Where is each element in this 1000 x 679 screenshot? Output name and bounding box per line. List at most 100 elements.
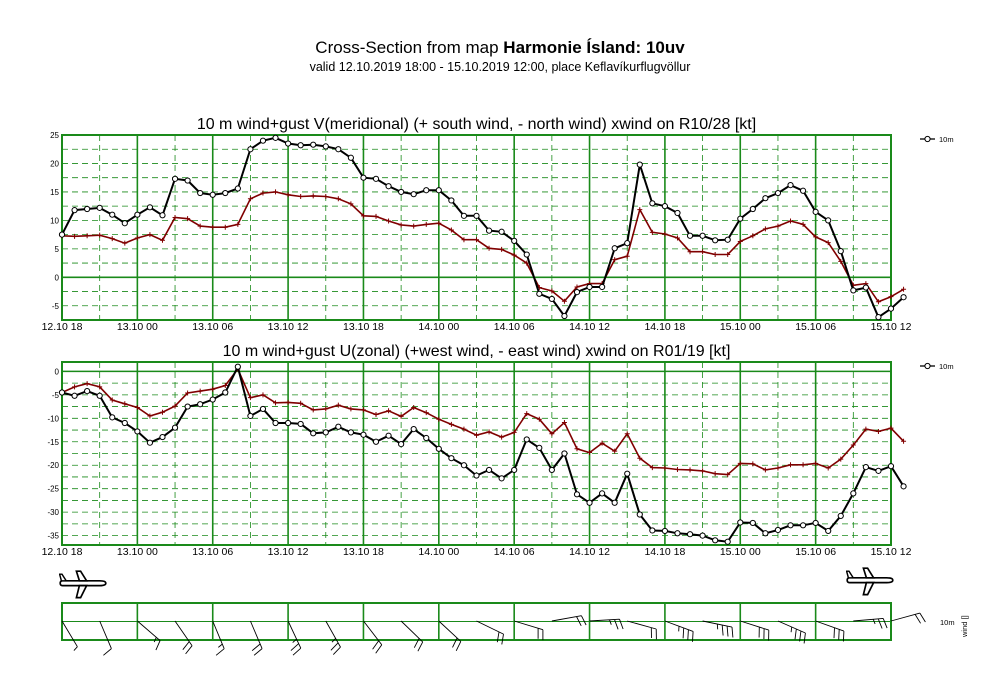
data-point <box>561 312 568 320</box>
data-point <box>511 252 517 258</box>
data-point <box>813 460 819 466</box>
y-tick-label: -5 <box>52 302 60 311</box>
data-point <box>209 191 216 198</box>
data-point <box>273 400 279 406</box>
wind-barb <box>174 620 193 655</box>
data-point <box>825 240 831 246</box>
data-point <box>385 183 392 190</box>
data-point <box>109 211 116 218</box>
data-point <box>511 429 517 435</box>
data-point <box>573 289 581 296</box>
data-point <box>774 526 782 534</box>
data-point <box>448 197 455 204</box>
data-point <box>222 189 229 197</box>
data-point <box>624 240 631 247</box>
data-point <box>511 237 518 244</box>
data-point <box>762 195 769 202</box>
data-point <box>184 403 191 410</box>
data-point <box>762 530 769 537</box>
data-point <box>209 396 216 403</box>
meridional-panel: 10 m wind+gust V(meridional) (+ south wi… <box>42 116 954 333</box>
data-point <box>700 468 706 474</box>
data-point <box>788 218 794 224</box>
data-point <box>410 191 417 198</box>
data-point <box>360 407 366 413</box>
data-point <box>498 228 505 235</box>
data-point <box>348 406 354 412</box>
data-point <box>84 205 91 213</box>
data-point <box>448 455 455 462</box>
data-point <box>549 431 555 437</box>
page-title: Cross-Section from map Harmonie Ísland: … <box>0 38 1000 58</box>
data-point <box>347 154 354 161</box>
wind-barb <box>589 618 624 630</box>
wind-barb-panel <box>61 602 926 656</box>
data-point <box>159 237 165 243</box>
data-point <box>297 420 304 428</box>
data-point <box>599 490 606 497</box>
data-point <box>436 416 442 422</box>
x-tick-label: 13.10 18 <box>343 321 384 333</box>
data-point <box>210 386 216 392</box>
data-point <box>58 389 66 396</box>
data-point <box>347 429 354 436</box>
wind-barb <box>363 620 383 654</box>
data-point <box>273 189 279 195</box>
x-tick-label: 13.10 06 <box>192 546 233 558</box>
data-point <box>724 236 731 243</box>
data-point <box>838 258 844 264</box>
data-point <box>486 429 492 435</box>
data-point <box>524 411 530 417</box>
data-point <box>159 212 166 219</box>
data-point <box>234 185 241 192</box>
wind-barb <box>249 620 263 656</box>
x-tick-label: 12.10 18 <box>42 546 83 558</box>
airplane-right-icon <box>846 567 894 596</box>
data-point <box>474 432 479 438</box>
data-point <box>636 161 643 168</box>
data-point <box>750 233 756 239</box>
data-point <box>460 462 468 469</box>
data-point <box>335 146 342 153</box>
data-point <box>147 232 153 238</box>
data-point <box>448 421 454 427</box>
data-point <box>185 216 191 222</box>
data-point <box>222 382 228 388</box>
data-point <box>335 423 342 430</box>
data-point <box>737 238 743 244</box>
data-point <box>612 448 618 454</box>
data-point <box>825 217 832 224</box>
data-point <box>850 490 857 497</box>
data-point <box>825 527 832 535</box>
series-line-gust <box>61 367 905 476</box>
data-point <box>699 232 706 239</box>
x-tick-label: 15.10 12 <box>871 321 912 333</box>
wind-barb <box>702 620 734 638</box>
data-point <box>611 499 618 506</box>
data-point <box>222 224 228 230</box>
data-point <box>121 220 128 227</box>
plot-frame <box>61 134 892 321</box>
data-point <box>323 406 329 412</box>
data-point <box>147 413 153 419</box>
data-point <box>461 237 467 243</box>
data-point <box>372 438 380 445</box>
data-point <box>197 223 203 229</box>
y-tick-label: -30 <box>47 508 59 517</box>
data-point <box>511 466 518 474</box>
data-point <box>674 530 681 537</box>
wind-barb <box>325 620 341 655</box>
data-point <box>247 196 253 202</box>
data-point <box>774 189 782 197</box>
data-point <box>372 175 380 182</box>
data-point <box>586 499 593 506</box>
data-point <box>674 209 681 217</box>
data-point <box>109 236 115 242</box>
data-point <box>259 137 267 144</box>
data-point <box>222 389 229 396</box>
data-point <box>259 405 267 413</box>
airplane-left-icon <box>59 570 107 599</box>
data-point <box>84 387 91 395</box>
data-point <box>96 204 103 211</box>
